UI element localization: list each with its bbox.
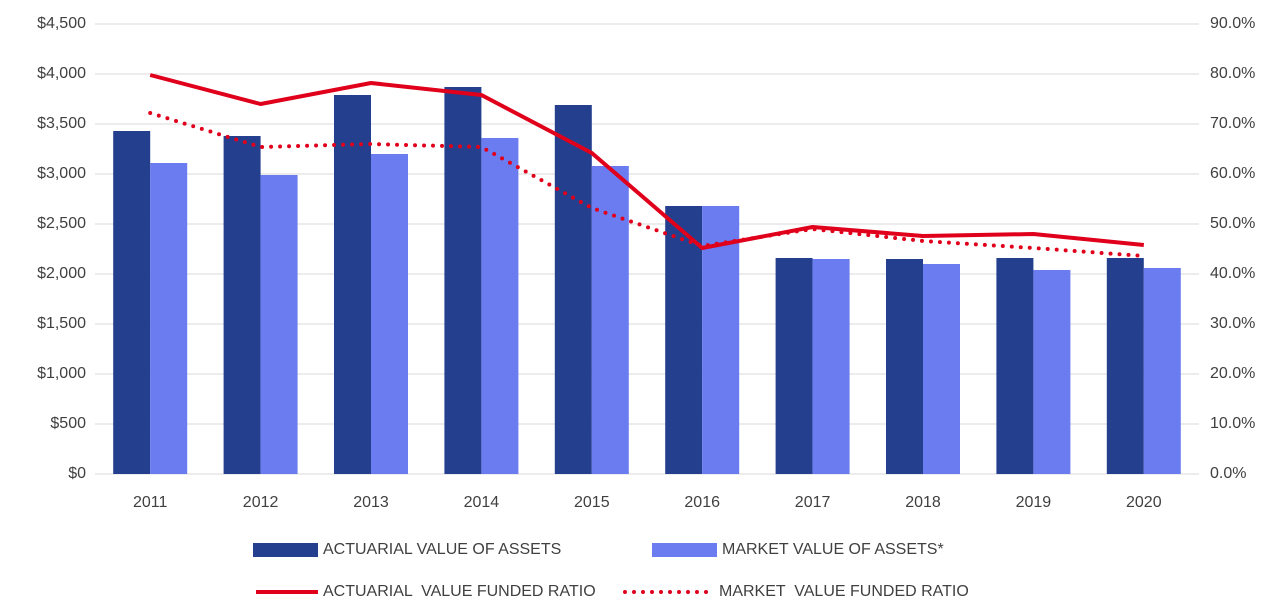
bar (260, 175, 298, 474)
bar (886, 259, 923, 474)
bar (554, 105, 592, 474)
line-series (149, 73, 1144, 250)
y2-tick-label: 50.0% (1210, 215, 1255, 232)
y-tick-label: $500 (50, 415, 86, 432)
y-tick-label: $4,500 (37, 15, 86, 32)
y-tick-label: $2,000 (37, 265, 86, 282)
x-tick-label: 2013 (353, 494, 389, 511)
y-tick-label: $0 (68, 465, 86, 482)
bar (1106, 258, 1144, 474)
bar (481, 138, 519, 474)
legend-swatch (652, 543, 717, 557)
y-tick-label: $3,500 (37, 115, 86, 132)
legend-label: MARKET VALUE OF ASSETS* (722, 541, 944, 558)
legend-label: ACTUARIAL VALUE OF ASSETS (323, 541, 561, 558)
y2-tick-label: 80.0% (1210, 65, 1255, 82)
x-tick-label: 2018 (905, 494, 941, 511)
y-tick-label: $3,000 (37, 165, 86, 182)
x-tick-label: 2014 (464, 494, 500, 511)
bar (223, 136, 261, 474)
bar (334, 95, 371, 474)
y2-tick-label: 0.0% (1210, 465, 1246, 482)
bar (113, 131, 151, 474)
x-tick-label: 2020 (1126, 494, 1162, 511)
line-series (148, 111, 1146, 258)
bar (150, 163, 188, 474)
bar (812, 259, 850, 474)
legend-swatch (253, 543, 318, 557)
x-tick-label: 2011 (133, 494, 168, 511)
y2-tick-label: 70.0% (1210, 115, 1255, 132)
y-tick-label: $4,000 (37, 65, 86, 82)
y2-tick-label: 10.0% (1210, 415, 1255, 432)
y-tick-label: $1,000 (37, 365, 86, 382)
y2-tick-label: 60.0% (1210, 165, 1255, 182)
x-tick-label: 2017 (795, 494, 831, 511)
bar (444, 87, 482, 474)
x-tick-label: 2016 (684, 494, 720, 511)
bar (775, 258, 813, 474)
legend-label: MARKET VALUE FUNDED RATIO (719, 583, 969, 600)
y-tick-label: $1,500 (37, 315, 86, 332)
y2-tick-label: 40.0% (1210, 265, 1255, 282)
bar (665, 206, 703, 474)
bar (371, 154, 408, 474)
bar (923, 264, 960, 474)
x-tick-label: 2012 (243, 494, 279, 511)
bar (1033, 270, 1071, 474)
y2-tick-label: 30.0% (1210, 315, 1255, 332)
bar (1143, 268, 1181, 474)
y2-tick-label: 20.0% (1210, 365, 1255, 382)
y-tick-label: $2,500 (37, 215, 86, 232)
bar (996, 258, 1034, 474)
legend-label: ACTUARIAL VALUE FUNDED RATIO (323, 583, 596, 600)
x-tick-label: 2019 (1016, 494, 1052, 511)
y2-tick-label: 90.0% (1210, 15, 1255, 32)
x-tick-label: 2015 (574, 494, 610, 511)
bar (702, 206, 740, 474)
bar (591, 166, 629, 474)
